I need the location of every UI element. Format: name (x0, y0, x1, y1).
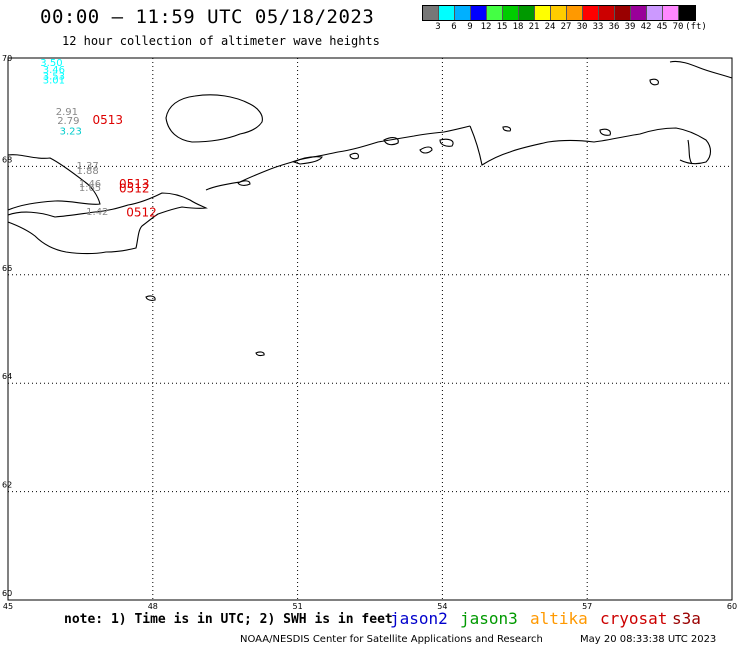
pass-time-label: 0513 (119, 177, 150, 191)
wave-height-value: 3.01 (43, 75, 65, 86)
colorbar-label: 3 (435, 22, 441, 32)
colorbar-label: 39 (624, 22, 636, 32)
wave-height-value: 3.46 (43, 65, 65, 76)
colorbar-swatch (615, 6, 631, 20)
colorbar-label: 36 (608, 22, 620, 32)
colorbar-swatch (535, 6, 551, 20)
colorbar-label: 24 (544, 22, 556, 32)
map-frame (7, 57, 733, 601)
latitude-label: 66 (2, 264, 12, 273)
colorbar-swatch (471, 6, 487, 20)
colorbar-label: 6 (451, 22, 457, 32)
colorbar-label: (ft) (685, 22, 707, 32)
colorbar-swatch (439, 6, 455, 20)
wave-height-value: 3.23 (60, 126, 82, 137)
colorbar-swatch (487, 6, 503, 20)
colorbar-label: 70 (672, 22, 684, 32)
colorbar (422, 5, 696, 21)
latitude-label: 68 (2, 155, 12, 164)
longitude-label: 45 (3, 602, 13, 611)
colorbar-swatch (567, 6, 583, 20)
wave-height-value: 2.79 (57, 116, 79, 127)
longitude-label: 51 (293, 602, 303, 611)
satellite-legend-cryosat: cryosat (600, 609, 668, 628)
latitude-label: 70 (2, 54, 12, 63)
wave-height-value: 3.50 (40, 58, 62, 69)
coastline (7, 60, 733, 357)
colorbar-label: 45 (656, 22, 668, 32)
footer-note: note: 1) Time is in UTC; 2) SWH is in fe… (64, 612, 393, 627)
wave-height-value: 1.88 (77, 166, 99, 177)
credit-line: NOAA/NESDIS Center for Satellite Applica… (240, 634, 543, 645)
colorbar-label: 21 (528, 22, 540, 32)
satellite-legend-jason3: jason3 (460, 609, 518, 628)
latitude-label: 64 (2, 372, 12, 381)
wave-height-value: 3.53 (43, 72, 65, 83)
colorbar-label: 42 (640, 22, 652, 32)
wave-height-value: 1.42 (86, 207, 108, 218)
pass-time-label: 0512 (119, 181, 150, 195)
pass-time-label: 0513 (92, 113, 123, 127)
colorbar-label: 12 (480, 22, 492, 32)
wave-height-value: 1.46 (79, 179, 101, 190)
colorbar-swatch (503, 6, 519, 20)
colorbar-swatch (663, 6, 679, 20)
colorbar-swatch (423, 6, 439, 20)
latitude-label: 62 (2, 481, 12, 490)
latitude-label: 60 (2, 589, 12, 598)
colorbar-label: 33 (592, 22, 604, 32)
longitude-label: 54 (437, 602, 447, 611)
satellite-legend-s3a: s3a (672, 609, 701, 628)
colorbar-swatch (679, 6, 695, 20)
wave-height-value: 2.91 (56, 107, 78, 118)
colorbar-swatch (519, 6, 535, 20)
colorbar-label: 15 (496, 22, 508, 32)
colorbar-swatch (455, 6, 471, 20)
generation-timestamp: May 20 08:33:38 UTC 2023 (580, 634, 717, 645)
colorbar-swatch (583, 6, 599, 20)
map-title: 00:00 – 11:59 UTC 05/18/2023 (40, 6, 375, 28)
satellite-legend-jason2: jason2 (390, 609, 448, 628)
colorbar-swatch (631, 6, 647, 20)
map-subtitle: 12 hour collection of altimeter wave hei… (62, 34, 380, 48)
colorbar-swatch (551, 6, 567, 20)
longitude-label: 48 (148, 602, 158, 611)
longitude-label: 57 (582, 602, 592, 611)
satellite-legend-altika: altika (530, 609, 588, 628)
colorbar-swatch (647, 6, 663, 20)
colorbar-label: 30 (576, 22, 588, 32)
colorbar-label: 18 (512, 22, 524, 32)
longitude-label: 60 (727, 602, 737, 611)
wave-height-value: 1.65 (79, 183, 101, 194)
colorbar-swatch (599, 6, 615, 20)
pass-time-label: 0512 (126, 205, 157, 219)
colorbar-label: 9 (467, 22, 473, 32)
colorbar-label: 27 (560, 22, 572, 32)
wave-height-value: 1.37 (77, 161, 99, 172)
